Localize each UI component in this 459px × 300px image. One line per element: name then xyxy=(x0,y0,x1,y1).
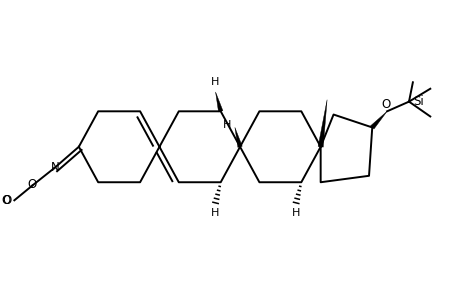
Polygon shape xyxy=(215,92,223,112)
Text: H: H xyxy=(211,77,219,87)
Text: Si: Si xyxy=(413,95,423,108)
Text: H: H xyxy=(211,208,219,218)
Text: H: H xyxy=(222,121,230,130)
Text: H: H xyxy=(291,208,300,218)
Text: O: O xyxy=(2,194,12,207)
Polygon shape xyxy=(370,111,386,129)
Text: O: O xyxy=(28,178,37,191)
Text: O: O xyxy=(381,98,390,111)
Text: O: O xyxy=(1,194,11,207)
Polygon shape xyxy=(318,100,326,147)
Polygon shape xyxy=(235,128,242,147)
Text: N: N xyxy=(50,161,59,174)
